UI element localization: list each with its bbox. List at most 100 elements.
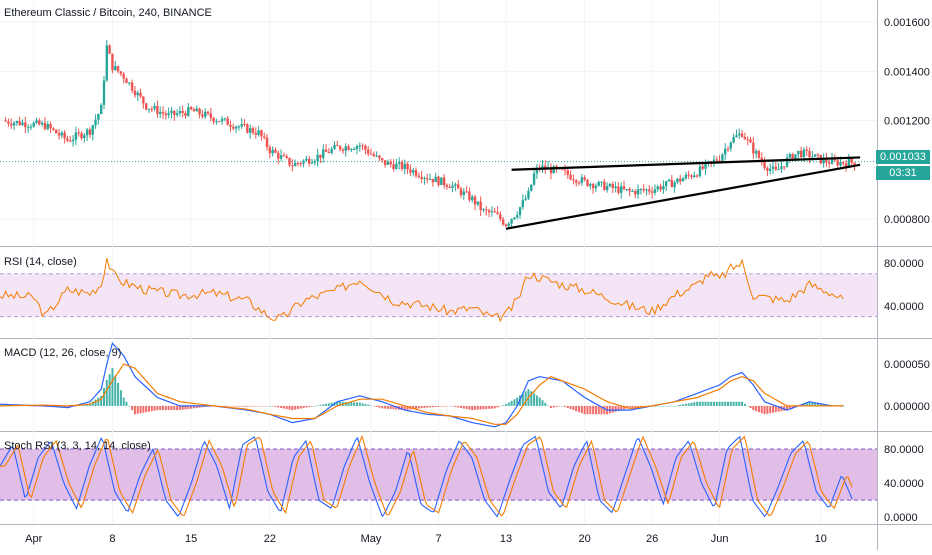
macd-histogram-bar	[732, 401, 735, 406]
candle-body	[456, 184, 460, 189]
candle-body	[732, 137, 735, 143]
symbol-title: Ethereum Classic / Bitcoin, 240, BINANCE	[4, 7, 212, 19]
candle-body	[364, 145, 367, 150]
candle-body	[653, 189, 657, 193]
candle-body	[628, 189, 631, 192]
candle-body	[212, 117, 215, 122]
macd-histogram-bar	[128, 405, 131, 407]
macd-histogram-bar	[814, 402, 817, 406]
candle-body	[448, 186, 451, 189]
candle-body	[352, 149, 356, 151]
candle-body	[437, 176, 440, 185]
macd-histogram-bar	[642, 405, 645, 407]
candle-body	[369, 153, 373, 155]
candle-body	[771, 166, 775, 169]
macd-histogram-bar	[147, 405, 150, 412]
candle-body	[347, 146, 350, 150]
candle-body	[687, 174, 690, 176]
macd-histogram-bar	[176, 405, 179, 411]
macd-histogram-bar	[77, 405, 80, 406]
candle-body	[754, 150, 758, 154]
candle-body	[507, 223, 510, 227]
macd-title: MACD (12, 26, close, 9)	[4, 347, 122, 359]
macd-histogram-bar	[558, 405, 561, 407]
macd-histogram-bar	[448, 405, 451, 407]
candle-body	[263, 136, 266, 138]
candle-body	[608, 183, 612, 187]
candle-body	[426, 178, 429, 180]
macd-line	[0, 341, 844, 428]
candle-body	[392, 164, 395, 169]
macd-histogram-bar	[816, 403, 819, 406]
macd-histogram-bar	[94, 399, 97, 406]
candle-body	[119, 71, 123, 74]
candle-body	[251, 128, 255, 133]
macd-histogram-bar	[266, 405, 269, 407]
candle-body	[603, 181, 606, 191]
candle-body	[445, 185, 449, 187]
candle-body	[279, 155, 283, 159]
candle-body	[850, 158, 853, 163]
x-tick-label: 7	[435, 533, 441, 545]
candle-body	[307, 158, 311, 164]
candle-body	[501, 219, 505, 225]
candle-body	[116, 66, 120, 72]
macd-histogram-bar	[594, 405, 597, 415]
candle-body	[811, 156, 814, 158]
macd-histogram-bar	[423, 405, 426, 408]
x-tick-label: 10	[815, 533, 827, 545]
candle-body	[473, 196, 477, 205]
candle-body	[175, 113, 179, 115]
candle-body	[572, 179, 575, 181]
macd-histogram-bar	[777, 405, 780, 412]
candle-body	[684, 174, 688, 179]
x-tick-label: 13	[500, 533, 512, 545]
candle-body	[187, 107, 190, 116]
macd-histogram-bar	[802, 403, 805, 406]
candle-body	[203, 111, 207, 117]
candle-body	[237, 126, 241, 128]
macd-histogram-bar	[316, 405, 319, 406]
candle-body	[361, 145, 364, 147]
candle-body	[721, 154, 724, 161]
stoch-tick-label: 0.0000	[884, 512, 918, 524]
macd-histogram-bar	[611, 405, 614, 413]
macd-histogram-bar	[235, 405, 238, 407]
macd-histogram-bar	[198, 405, 201, 408]
macd-histogram-bar	[600, 405, 603, 415]
macd-histogram-bar	[246, 405, 249, 407]
macd-histogram-bar	[257, 405, 260, 407]
candle-body	[673, 182, 676, 188]
candle-body	[153, 105, 156, 109]
candle-body	[844, 163, 848, 167]
candle-body	[319, 154, 322, 158]
candle-body	[414, 170, 418, 176]
candle-body	[479, 201, 482, 211]
candle-body	[468, 191, 471, 201]
candle-body	[220, 118, 224, 122]
macd-histogram-bar	[533, 393, 536, 406]
candle-body	[662, 185, 665, 190]
candle-body	[74, 132, 78, 140]
macd-histogram-bar	[465, 405, 468, 410]
candle-body	[184, 113, 187, 116]
candle-body	[271, 149, 274, 154]
macd-histogram-bar	[462, 405, 465, 409]
macd-histogram-bar	[201, 405, 204, 408]
candle-body	[631, 190, 634, 192]
macd-histogram-bar	[569, 405, 572, 410]
x-tick-label: May	[361, 533, 382, 545]
candle-body	[527, 190, 530, 199]
candle-body	[291, 165, 294, 167]
macd-histogram-bar	[108, 374, 111, 406]
candle-body	[111, 53, 114, 71]
macd-histogram-bar	[243, 405, 246, 407]
candle-body	[521, 200, 525, 208]
macd-histogram-bar	[746, 405, 749, 407]
candle-body	[431, 178, 435, 183]
macd-histogram-bar	[760, 405, 763, 414]
candle-body	[99, 104, 103, 115]
candle-body	[802, 149, 806, 158]
candle-body	[740, 133, 744, 137]
macd-histogram-bar	[431, 405, 434, 408]
